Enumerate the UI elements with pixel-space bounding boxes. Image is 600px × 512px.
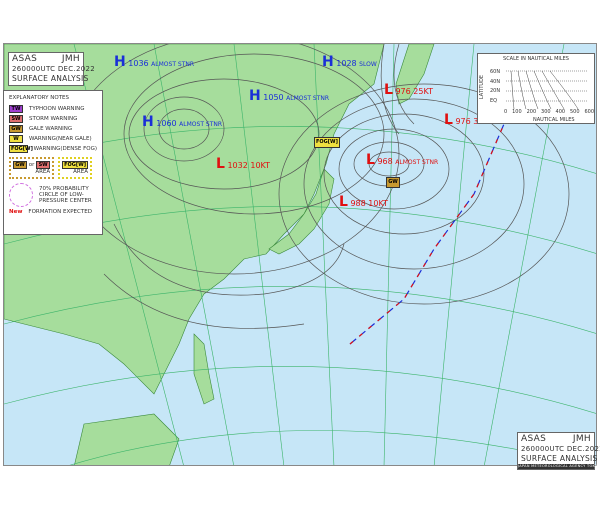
scale-xlabel: NAUTICAL MILES bbox=[533, 117, 575, 123]
footer-agency-code: JMH bbox=[572, 434, 591, 444]
high-1028: H 1028 SLOW bbox=[322, 54, 377, 70]
scale-xticks: 0 100 200 300 400 500 600 bbox=[504, 109, 594, 115]
scale-title: SCALE IN NAUTICAL MILES bbox=[503, 56, 569, 62]
land-philippines bbox=[193, 333, 215, 405]
low-988: L 988 10KT bbox=[339, 194, 388, 210]
footer-subtitle: SURFACE ANALYSIS bbox=[521, 454, 598, 463]
header-product: ASAS bbox=[12, 54, 38, 64]
scale-box: SCALE IN NAUTICAL MILES LATITUDE 60N 40N 2… bbox=[477, 53, 595, 124]
gale-warning-tag: GW bbox=[386, 176, 400, 188]
legend-new: New FORMATION EXPECTED bbox=[9, 209, 92, 215]
legend-title: EXPLANATORY NOTES bbox=[9, 95, 69, 101]
legend: EXPLANATORY NOTES TW TYPHOON WARNING SW ST… bbox=[3, 90, 103, 235]
low-976-north: L 976 25KT bbox=[384, 82, 433, 98]
probability-circle-icon bbox=[9, 183, 33, 207]
low-1032: L 1032 10KT bbox=[216, 156, 271, 172]
header-title-box: ASAS JMH 260000UTC DEC.2022 SURFACE ANALY… bbox=[8, 52, 95, 86]
legend-item: FOG[W] WARNING(DENSE FOG) bbox=[9, 145, 97, 153]
legend-item: GW GALE WARNING bbox=[9, 125, 97, 133]
front-line bbox=[349, 123, 505, 345]
legend-item: TW TYPHOON WARNING bbox=[9, 105, 97, 113]
fog-warning-tag: FOG[W] bbox=[314, 136, 340, 148]
header-time: 260000UTC DEC.2022 bbox=[12, 65, 95, 73]
land-borneo bbox=[74, 413, 180, 465]
legend-area-fog: FOG[W] AREA bbox=[58, 157, 92, 179]
legend-area-gale-storm: GW or SW AREA bbox=[9, 157, 55, 179]
legend-circle: 70% PROBABILITY CIRCLE OF LOW-PRESSURE C… bbox=[9, 183, 97, 207]
legend-item: SW STORM WARNING bbox=[9, 115, 97, 123]
legend-areas: GW or SW AREA FOG[W] AREA bbox=[9, 157, 97, 179]
low-968: L 968 ALMOST STNR bbox=[366, 152, 439, 168]
header-agency: JMH bbox=[61, 54, 80, 64]
footer-agency: JAPAN METEOROLOGICAL AGENCY TOKYO bbox=[518, 464, 600, 469]
scale-curves bbox=[506, 70, 588, 110]
high-1050: H 1050 ALMOST STNR bbox=[249, 88, 330, 104]
high-1036: H 1036 ALMOST STNR bbox=[114, 54, 195, 70]
footer-time: 260000UTC DEC.2022 bbox=[521, 445, 600, 453]
high-1060: H 1060 ALMOST STNR bbox=[142, 114, 223, 130]
footer-title-box: ASAS JMH 260000UTC DEC.2022 SURFACE ANALY… bbox=[517, 432, 600, 470]
header-subtitle: SURFACE ANALYSIS bbox=[12, 74, 89, 83]
legend-item: W WARNING(NEAR GALE) bbox=[9, 135, 97, 143]
scale-yticks: 60N 40N 20N EQ bbox=[490, 69, 501, 104]
footer-product: ASAS bbox=[521, 434, 547, 444]
